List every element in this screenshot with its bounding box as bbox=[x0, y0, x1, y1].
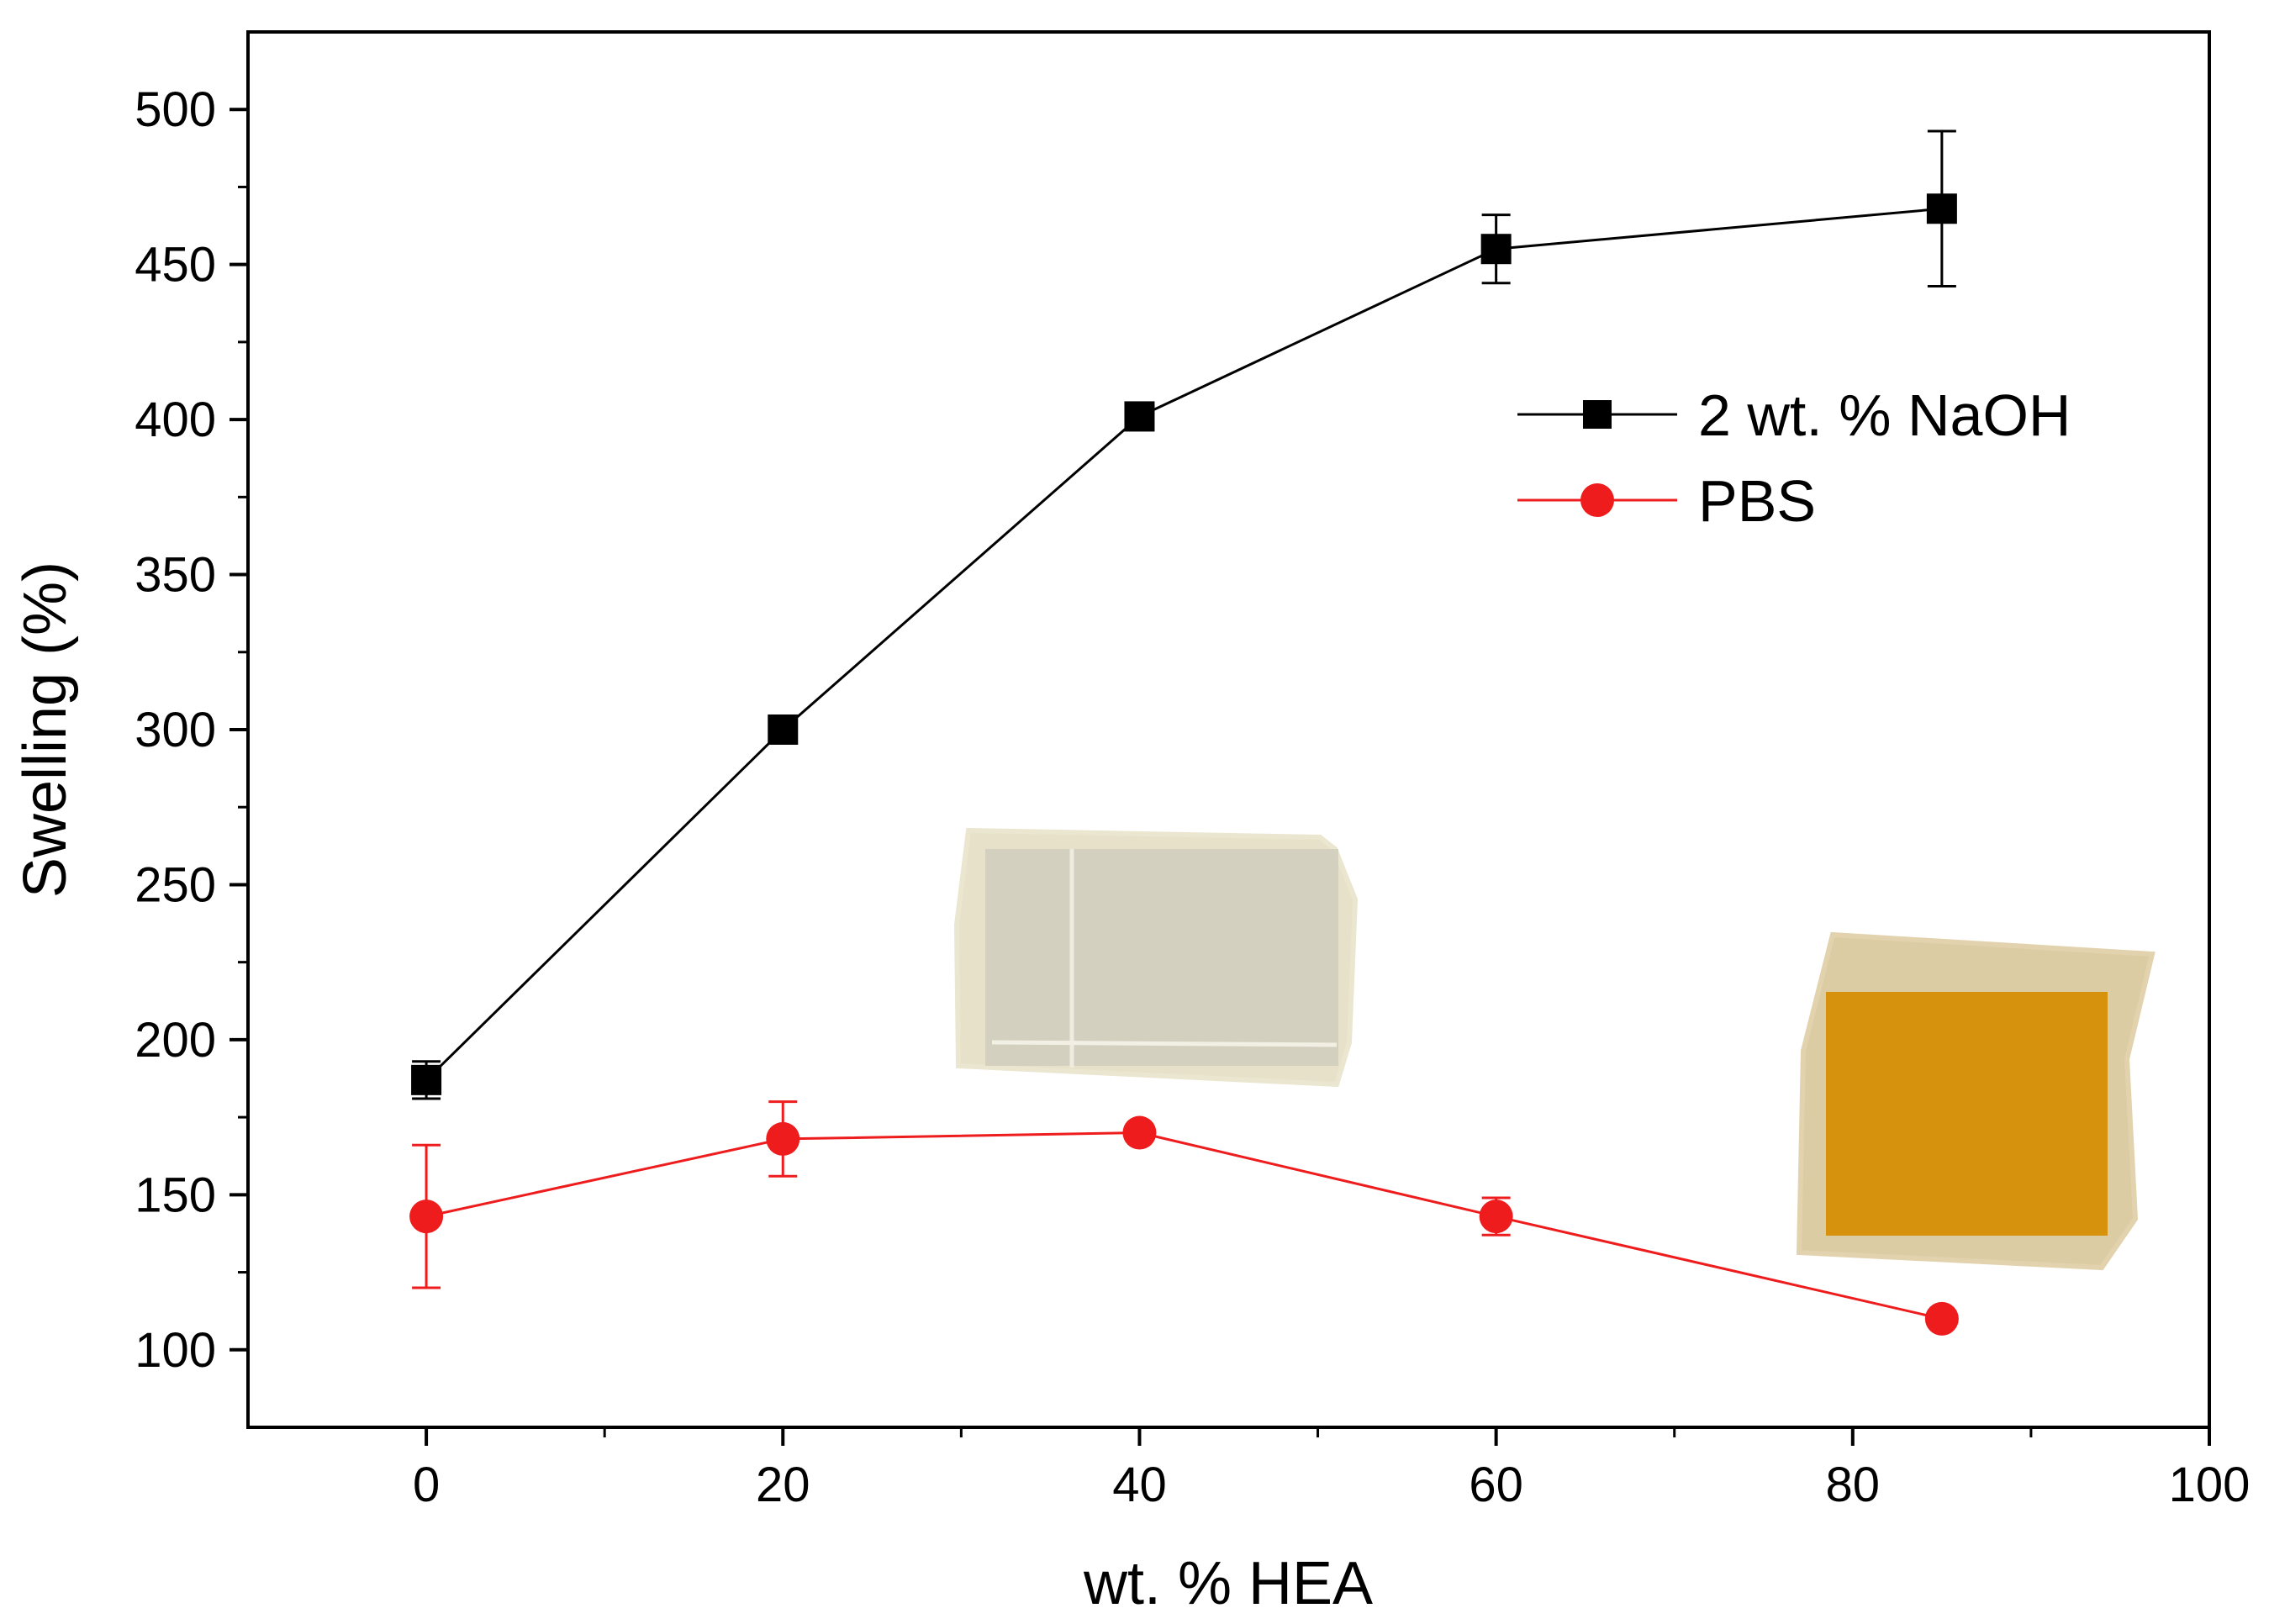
data-point-0-3 bbox=[1480, 234, 1512, 265]
series-pbs bbox=[409, 1100, 1959, 1336]
data-point-0-4 bbox=[1926, 193, 1957, 224]
x-axis-label: wt. % HEA bbox=[1083, 1550, 1373, 1617]
data-point-1-3 bbox=[1479, 1200, 1513, 1234]
data-point-0-0 bbox=[411, 1064, 442, 1095]
hydrogel-sample-amber bbox=[1796, 931, 2156, 1271]
y-axis-label: Swelling (%) bbox=[12, 562, 79, 898]
legend-entry-pbs: PBS bbox=[1517, 468, 1816, 534]
hydrogel-sample-clear bbox=[953, 827, 1359, 1088]
x-tick-label-100: 100 bbox=[2169, 1458, 2251, 1512]
data-point-1-0 bbox=[409, 1200, 444, 1234]
x-tick-label-20: 20 bbox=[756, 1458, 810, 1512]
y-tick-label-300: 300 bbox=[135, 703, 216, 757]
series-layer bbox=[409, 129, 1959, 1336]
x-tick-label-40: 40 bbox=[1112, 1458, 1167, 1512]
y-tick-label-150: 150 bbox=[135, 1168, 216, 1222]
data-point-0-2 bbox=[1124, 401, 1155, 432]
legend: 2 wt. % NaOH PBS bbox=[1517, 382, 2071, 534]
x-tick-label-60: 60 bbox=[1469, 1458, 1523, 1512]
data-point-1-1 bbox=[766, 1121, 800, 1156]
legend-entry-naoh: 2 wt. % NaOH bbox=[1517, 382, 2071, 448]
y-tick-label-450: 450 bbox=[135, 238, 216, 293]
x-tick-label-0: 0 bbox=[413, 1458, 440, 1512]
legend-label-pbs: PBS bbox=[1698, 468, 1816, 534]
series-line-1 bbox=[425, 1131, 1943, 1321]
inset-photos bbox=[953, 827, 2156, 1271]
y-tick-label-250: 250 bbox=[135, 857, 216, 912]
y-tick-label-350: 350 bbox=[135, 548, 216, 603]
x-tick-label-80: 80 bbox=[1826, 1458, 1881, 1512]
data-point-1-4 bbox=[1924, 1301, 1959, 1336]
y-tick-label-200: 200 bbox=[135, 1013, 216, 1068]
y-tick-label-500: 500 bbox=[135, 82, 216, 137]
series-naoh bbox=[411, 129, 1957, 1100]
legend-marker-pbs bbox=[1580, 483, 1614, 517]
x-axis: 0 20 40 60 80 100 bbox=[413, 1427, 2250, 1512]
y-tick-label-100: 100 bbox=[135, 1323, 216, 1378]
data-point-0-1 bbox=[768, 714, 799, 745]
data-point-1-2 bbox=[1122, 1115, 1157, 1150]
legend-marker-naoh bbox=[1583, 400, 1612, 429]
legend-label-naoh: 2 wt. % NaOH bbox=[1698, 382, 2071, 448]
y-tick-label-400: 400 bbox=[135, 393, 216, 447]
y-axis: 100 150 200 250 300 350 400 450 500 bbox=[135, 82, 248, 1378]
